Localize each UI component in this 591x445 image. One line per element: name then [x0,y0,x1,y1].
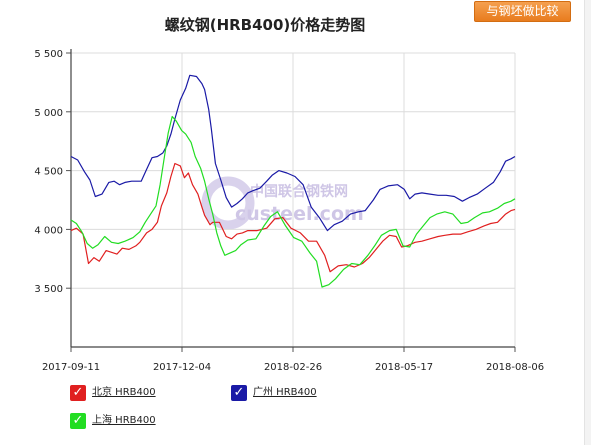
checkbox-checked-icon: ✓ [70,385,86,401]
chart-tick-labels: 3 500 4 000 4 500 5 000 5 500 2017-09-11 2017-… [34,49,544,373]
x-tick-label: 2018-05-17 [375,362,433,373]
y-tick-label: 3 500 [34,284,63,295]
watermark-text-en: custeel.com [235,203,364,225]
watermark-logo-circle [201,176,255,230]
x-tick-label: 2017-09-11 [42,362,100,373]
series-line-guangzhou [70,74,516,232]
legend-item-guangzhou[interactable]: ✓ 广州 HRB400 [231,385,361,403]
checkbox-checked-icon: ✓ [70,413,86,429]
chart-title: 螺纹钢(HRB400)价格走势图 [164,16,366,34]
legend-item-beijing[interactable]: ✓ 北京 HRB400 [70,385,200,403]
compare-with-billet-button[interactable]: 与钢坯做比较 [474,1,571,22]
watermark-text-cn: 中国联合钢铁网 [250,183,348,200]
x-tick-label: 2017-12-04 [153,362,211,373]
x-tick-label: 2018-08-06 [486,362,544,373]
chart-axes [66,49,516,352]
checkbox-checked-icon: ✓ [231,385,247,401]
page-scrollbar-edge [584,0,591,445]
series-line-shanghai [70,115,516,288]
legend-item-shanghai[interactable]: ✓ 上海 HRB400 [70,413,200,431]
y-tick-label: 5 000 [34,108,63,119]
legend-label-shanghai: 上海 HRB400 [92,415,156,426]
y-tick-label: 5 500 [34,49,63,60]
chart-grid [70,52,516,347]
y-tick-label: 4 500 [34,167,63,178]
watermark: 中国联合钢铁网 custeel.com [201,176,364,230]
legend-label-guangzhou: 广州 HRB400 [253,387,317,398]
chart-series [70,74,516,288]
x-tick-label: 2018-02-26 [264,362,322,373]
legend-label-beijing: 北京 HRB400 [92,387,156,398]
y-tick-label: 4 000 [34,225,63,236]
